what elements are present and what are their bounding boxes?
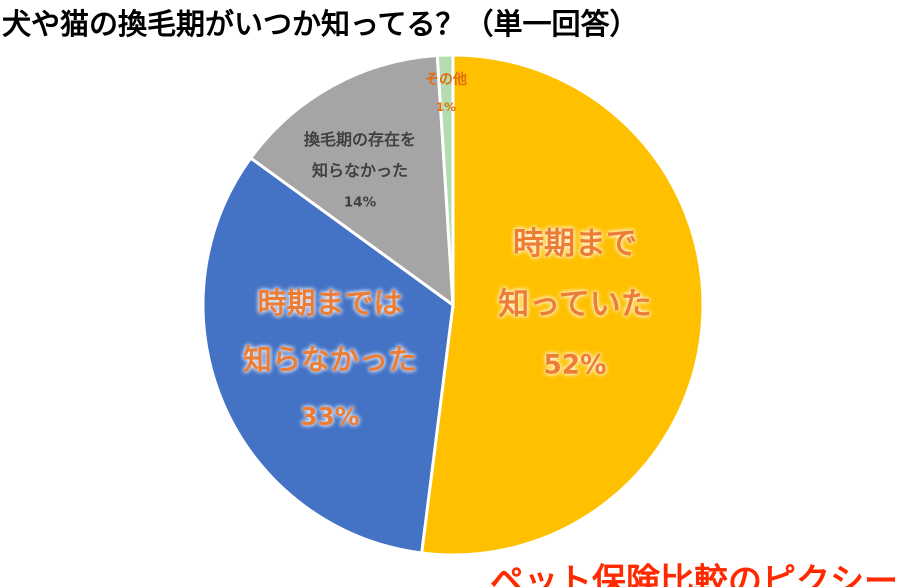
slice-label: 換毛期の存在を知らなかった: [304, 130, 416, 180]
slice-label: 時期までは知らなかった: [243, 286, 417, 377]
pie-slice: [248, 53, 455, 309]
slice-label: 時期まで知っていた: [498, 226, 651, 322]
chart-title: 犬や猫の換毛期がいつか知ってる？（単一回答）: [2, 7, 639, 41]
pie-slice: [419, 53, 705, 557]
pie-slice: [435, 53, 455, 306]
value-label: 14%: [344, 194, 377, 210]
slice-label: その他: [425, 71, 467, 88]
value-label: 52%: [543, 350, 606, 380]
logo: ペット保険比較のピクシー: [490, 562, 898, 587]
value-label: 1%: [436, 100, 456, 114]
pie-slice: [201, 155, 455, 555]
value-label: 33%: [301, 402, 360, 431]
